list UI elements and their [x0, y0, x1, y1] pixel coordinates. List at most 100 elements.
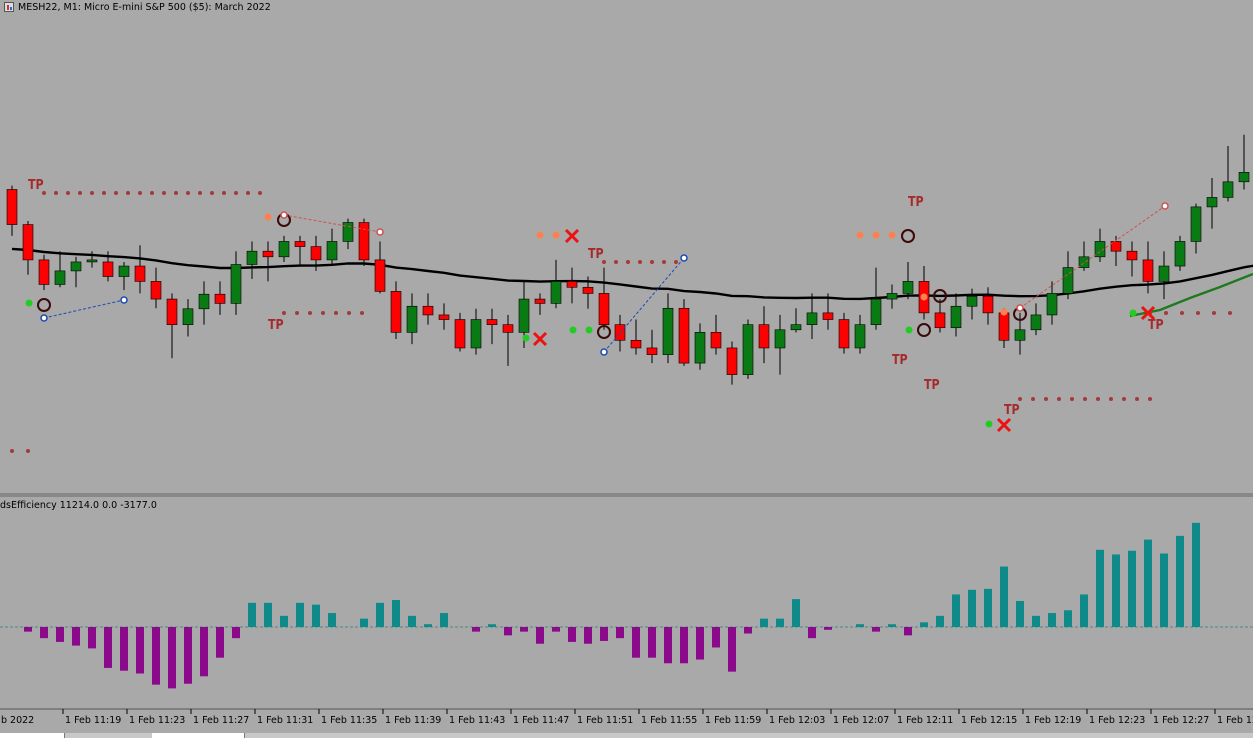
- candle-body: [1078, 256, 1090, 268]
- histogram-bar: [1080, 594, 1088, 627]
- signal-dot: [1129, 309, 1137, 317]
- histogram-bar: [680, 627, 688, 664]
- candle-body: [534, 298, 546, 304]
- histogram-bar: [792, 599, 800, 627]
- candle-body: [214, 293, 226, 304]
- histogram-bar: [616, 627, 624, 639]
- candle-body: [886, 293, 898, 300]
- histogram-bar: [920, 622, 928, 627]
- candle-body: [1030, 314, 1042, 331]
- tp-level-dot: [162, 191, 166, 195]
- histogram-bar: [936, 615, 944, 627]
- exit-cross-icon: [564, 228, 580, 244]
- signal-dot: [522, 334, 530, 342]
- candle-body: [966, 295, 978, 307]
- entry-dot: [264, 213, 272, 221]
- tp-level-dot: [246, 191, 250, 195]
- position-marker-icon: [597, 325, 611, 339]
- candle-body: [70, 261, 82, 272]
- histogram-bar: [632, 627, 640, 658]
- tp-level-dot: [347, 311, 351, 315]
- candle-body: [598, 293, 610, 325]
- tp-level-dot: [334, 311, 338, 315]
- histogram-bar: [104, 627, 112, 668]
- candle-body: [502, 324, 514, 333]
- histogram-bar: [952, 594, 960, 627]
- histogram-bar: [168, 627, 176, 689]
- histogram-bar: [200, 627, 208, 677]
- histogram-bar: [264, 602, 272, 627]
- histogram-bar: [776, 618, 784, 627]
- trade-point: [280, 211, 288, 219]
- candle-body: [358, 222, 370, 261]
- tp-level-dot: [1228, 311, 1232, 315]
- tp-level-dot: [295, 311, 299, 315]
- tp-level-dot: [42, 191, 46, 195]
- candle-body: [646, 347, 658, 355]
- position-marker-icon: [933, 289, 947, 303]
- tp-level-dot: [1057, 397, 1061, 401]
- candle-body: [982, 295, 994, 314]
- tp-level-dot: [321, 311, 325, 315]
- tp-level-dot: [102, 191, 106, 195]
- histogram-bar: [1032, 615, 1040, 627]
- histogram-bar: [424, 624, 432, 627]
- histogram-bar: [120, 627, 128, 671]
- trade-point: [680, 254, 688, 262]
- candle-body: [662, 307, 674, 355]
- candle-body: [6, 189, 18, 225]
- tp-level-dot: [1018, 397, 1022, 401]
- histogram-bar: [1144, 539, 1152, 627]
- tp-level-dot: [114, 191, 118, 195]
- tp-level-dot: [282, 311, 286, 315]
- chart-tab-2[interactable]: [152, 733, 245, 738]
- candle-body: [486, 319, 498, 325]
- entry-dot: [888, 231, 896, 239]
- exit-cross-icon: [532, 331, 548, 347]
- trade-point: [376, 228, 384, 236]
- candle-body: [1110, 241, 1122, 252]
- tp-level-dot: [222, 191, 226, 195]
- tp-level-dot: [10, 449, 14, 453]
- tp-level-dot: [186, 191, 190, 195]
- histogram-bar: [1176, 535, 1184, 627]
- tp-level-dot: [150, 191, 154, 195]
- candle-body: [326, 241, 338, 261]
- candle-body: [22, 224, 34, 261]
- histogram-bar: [872, 627, 880, 632]
- tp-level-dot: [1148, 397, 1152, 401]
- candle-body: [518, 298, 530, 333]
- time-tick-label: 1 Feb 12:19: [1025, 715, 1081, 726]
- histogram-bar: [440, 613, 448, 627]
- candle-body: [166, 298, 178, 325]
- candle-body: [38, 259, 50, 285]
- candle-body: [134, 265, 146, 282]
- chart-icon: [4, 2, 14, 12]
- histogram-bar: [152, 627, 160, 685]
- chart-title: MESH22, M1: Micro E-mini S&P 500 ($5): M…: [18, 1, 271, 13]
- histogram-bar: [1112, 554, 1120, 627]
- tp-label: TP: [588, 246, 604, 261]
- tp-level-dot: [258, 191, 262, 195]
- indicator-label: dsEfficiency 11214.0 0.0 -3177.0: [0, 500, 157, 511]
- trade-line: [43, 299, 125, 319]
- histogram-bar: [1160, 553, 1168, 627]
- histogram-bar: [664, 627, 672, 664]
- candle-body: [406, 305, 418, 333]
- time-tick-label: 1 Feb 11:23: [129, 715, 185, 726]
- candle-body: [262, 250, 274, 258]
- tp-level-dot: [66, 191, 70, 195]
- tp-level-dot: [1070, 397, 1074, 401]
- histogram-bar: [712, 627, 720, 648]
- tp-level-dot: [1180, 311, 1184, 315]
- histogram-bar: [1064, 610, 1072, 627]
- candle-body: [998, 312, 1010, 341]
- tp-level-dot: [1044, 397, 1048, 401]
- signal-dot: [905, 326, 913, 334]
- candle-body: [198, 293, 210, 310]
- histogram-bar: [392, 600, 400, 627]
- exit-cross-icon: [996, 417, 1012, 433]
- tp-label: TP: [1004, 402, 1020, 417]
- chart-tab-1[interactable]: [0, 733, 65, 738]
